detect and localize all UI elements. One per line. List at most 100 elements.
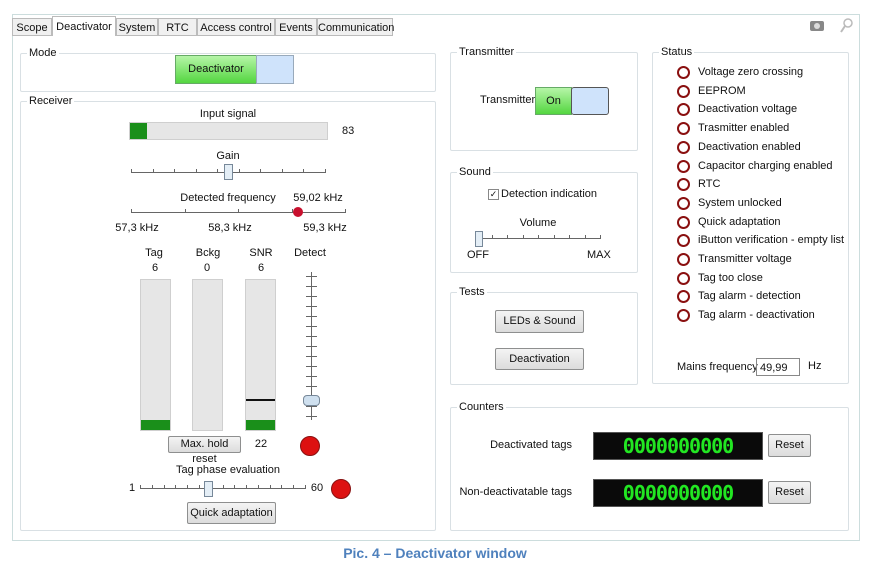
status-label: EEPROM xyxy=(698,84,746,97)
slider-thumb[interactable] xyxy=(475,231,483,247)
label: 59,3 kHz xyxy=(303,222,347,234)
tick xyxy=(303,169,305,173)
status-indicator xyxy=(677,140,690,154)
tick xyxy=(238,169,240,173)
snr-bar xyxy=(245,279,276,431)
button[interactable]: Reset xyxy=(768,481,811,504)
label: 60 xyxy=(310,482,324,494)
tab[interactable]: Events xyxy=(275,18,317,36)
detect-led xyxy=(300,436,320,456)
tick xyxy=(306,326,317,327)
tick xyxy=(538,235,539,239)
tick xyxy=(553,235,555,239)
tick xyxy=(163,485,165,489)
transmitter-group: Transmitter xyxy=(450,46,638,151)
button[interactable]: LEDs & Sound xyxy=(495,310,584,333)
receiver-group: Receiver xyxy=(20,95,436,531)
status-indicator xyxy=(677,196,690,210)
status-indicator xyxy=(677,178,690,192)
volume-slider[interactable] xyxy=(476,238,600,239)
label: Transmitter xyxy=(480,94,536,106)
tick xyxy=(306,306,317,307)
slider-thumb[interactable] xyxy=(204,481,213,497)
tick xyxy=(305,485,306,489)
tab[interactable]: Scope xyxy=(12,18,52,36)
tick xyxy=(246,485,248,489)
group-title: Receiver xyxy=(27,95,75,107)
tick xyxy=(195,169,197,173)
status-label: Tag alarm - detection xyxy=(698,290,801,303)
checkbox[interactable]: ✓ xyxy=(488,189,499,200)
tick xyxy=(281,169,283,173)
tick xyxy=(569,235,570,239)
tick xyxy=(345,209,346,213)
tab[interactable]: RTC xyxy=(158,18,197,36)
button[interactable]: Deactivation xyxy=(495,348,584,370)
slider-thumb[interactable] xyxy=(303,395,320,406)
label: Input signal xyxy=(199,108,257,120)
group-title: Mode xyxy=(27,47,59,59)
tag-bar xyxy=(140,279,171,431)
text-input[interactable]: 49,99 xyxy=(756,358,800,376)
tick xyxy=(269,485,271,489)
status-label: Tag alarm - deactivation xyxy=(698,309,815,322)
button[interactable]: Max. hold reset xyxy=(168,436,241,465)
label: Gain xyxy=(216,150,240,162)
tick xyxy=(151,485,153,489)
tick xyxy=(175,485,177,489)
value: 0 xyxy=(203,262,211,274)
status-indicator xyxy=(677,103,690,117)
tick xyxy=(306,386,317,387)
caption: Pic. 4 – Deactivator window xyxy=(343,545,527,561)
label: MAX xyxy=(587,249,611,261)
tab[interactable]: System xyxy=(116,18,158,36)
tick xyxy=(174,169,176,173)
tick xyxy=(293,485,295,489)
frequency-marker xyxy=(293,207,303,217)
phase-slider[interactable] xyxy=(140,488,305,489)
label: OFF xyxy=(467,249,489,261)
status-label: Quick adaptation xyxy=(698,215,781,228)
label: Detected frequency xyxy=(180,192,276,204)
bckg-bar xyxy=(192,279,223,431)
button[interactable]: Quick adaptation xyxy=(187,502,276,524)
tick xyxy=(306,336,317,337)
tick xyxy=(187,485,189,489)
phase-led xyxy=(331,479,351,499)
mode-button[interactable]: Deactivator xyxy=(175,55,257,84)
status-label: Voltage zero crossing xyxy=(698,66,804,78)
tick xyxy=(306,276,317,277)
tick xyxy=(306,346,317,347)
status-label: Trasmitter enabled xyxy=(698,122,790,135)
status-group: Status xyxy=(652,46,849,384)
tick xyxy=(306,406,317,407)
tick xyxy=(291,209,293,213)
status-indicator xyxy=(677,253,690,266)
tick xyxy=(140,485,141,489)
label: Detection indication xyxy=(501,188,598,200)
value: 6 xyxy=(257,262,265,274)
tab[interactable]: Deactivator xyxy=(52,16,116,36)
group-title: Tests xyxy=(457,286,487,298)
slider-thumb[interactable] xyxy=(224,164,233,180)
tick xyxy=(152,169,154,173)
tick xyxy=(222,485,224,489)
status-indicator xyxy=(677,290,690,304)
tab[interactable]: Access control xyxy=(197,18,275,36)
tick xyxy=(260,169,262,173)
status-label: RTC xyxy=(698,178,721,191)
tab[interactable]: Communication xyxy=(317,18,394,36)
tick xyxy=(306,356,317,357)
button[interactable]: Reset xyxy=(768,434,811,457)
tick xyxy=(184,209,186,213)
toggle-on[interactable]: On xyxy=(535,87,572,115)
tick xyxy=(217,169,219,173)
toggle[interactable] xyxy=(571,87,609,115)
label: 58,3 kHz xyxy=(208,222,252,234)
counter-display: 0000000000 xyxy=(593,479,763,507)
input-signal-bar xyxy=(129,122,328,140)
value: 22 xyxy=(254,438,268,450)
mode-toggle[interactable] xyxy=(256,55,294,84)
group-title: Transmitter xyxy=(457,46,517,58)
